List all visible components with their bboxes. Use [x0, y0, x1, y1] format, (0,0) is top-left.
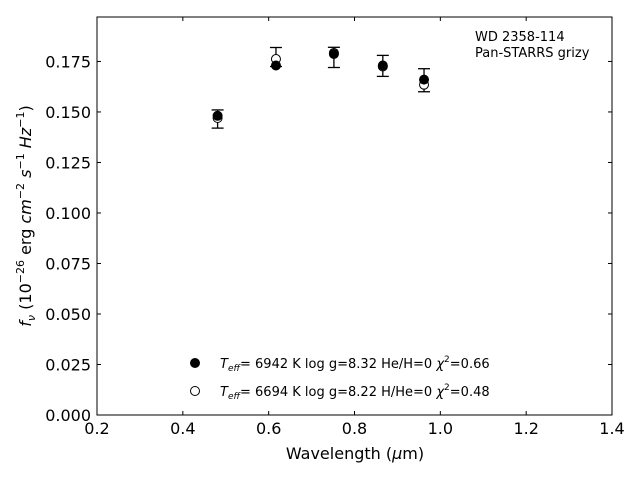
model-point-filled [270, 60, 281, 71]
x-axis-label: Wavelength (μm) [286, 444, 424, 463]
legend-entry-2: Teff= 6694 K log g=8.22 H/He=0 χ2=0.48 [220, 383, 490, 402]
x-tick-label: 0.6 [256, 419, 281, 438]
y-tick-label: 0.125 [45, 153, 91, 172]
model-point-filled [377, 60, 388, 71]
model-point-filled [212, 110, 223, 121]
x-tick-label: 1.2 [513, 419, 538, 438]
survey-label: Pan-STARRS grizy [475, 46, 590, 61]
y-axis-label: fν (10−26 erg cm−2 s−1 Hz−1) [14, 105, 38, 326]
legend: Teff= 6942 K log g=8.32 He/H=0 χ2=0.66 T… [190, 355, 490, 402]
y-tick-label: 0.050 [45, 305, 91, 324]
y-tick-label: 0.100 [45, 204, 91, 223]
x-tick-label: 0.8 [342, 419, 367, 438]
plot-frame [96, 16, 613, 416]
model-point-filled [328, 48, 339, 59]
y-tick-label: 0.075 [45, 254, 91, 273]
model-point-filled [419, 74, 430, 85]
legend-marker-open [190, 386, 200, 396]
y-tick-label: 0.000 [45, 406, 91, 425]
y-tick-label: 0.175 [45, 52, 91, 71]
x-tick-label: 0.4 [170, 419, 195, 438]
x-tick-label: 0.2 [84, 419, 109, 438]
y-tick-label: 0.025 [45, 355, 91, 374]
y-tick-label: 0.150 [45, 103, 91, 122]
object-name-label: WD 2358-114 [475, 30, 565, 45]
x-tick-label: 1.4 [599, 419, 624, 438]
legend-marker-filled [190, 358, 200, 368]
legend-entry-1: Teff= 6942 K log g=8.32 He/H=0 χ2=0.66 [220, 355, 490, 374]
plot-area: 0.2 0.4 0.6 0.8 1.0 1.2 1.4 0.000 0.025 0.050 0.07… [45, 16, 625, 438]
x-tick-label: 1.0 [428, 419, 453, 438]
